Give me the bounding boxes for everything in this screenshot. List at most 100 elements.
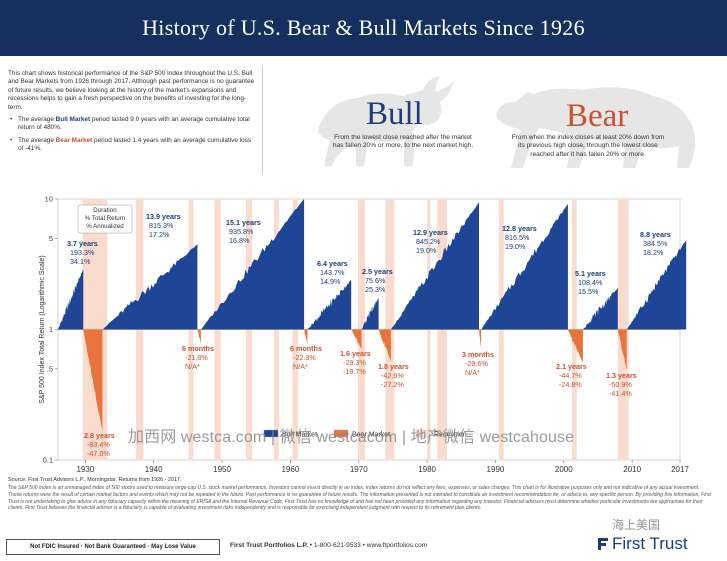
bear-market-area [567,329,583,364]
x-tick-label: 2010 [623,465,641,474]
duration-key-line2: % Total Return [85,215,126,222]
contact-info: • 1-800-621-9533 • www.ftportfolios.com [307,542,428,549]
bear-total-return-label: -21.8% [185,353,208,362]
legend-swatch [333,429,349,438]
bull-definition: From the lowest close reached after the … [332,134,474,150]
bear-duration-label: 6 months [290,344,322,353]
bull-annualized-label: 18.2% [643,248,664,257]
bear-total-return-label: -22.3% [293,353,316,362]
bear-duration-label: 2.1 years [556,362,587,371]
bear-duration-label: 2.8 years [84,431,115,440]
bull-duration-label: 2.5 years [362,267,393,276]
bull-market-area [102,244,198,330]
duration-key-box [77,204,133,234]
bear-market-area [197,329,201,344]
bull-duration-label: 5.1 years [575,269,606,278]
disclosure-badge: Not FDIC Insured · Not Bank Guaranteed ·… [6,539,220,555]
bull-total-return-label: 815.3% [149,221,174,230]
bull-heading: Bull [366,96,423,132]
bull-market-area [582,288,618,330]
bullet-bear: The average Bear Market period lasted 1.… [8,137,258,154]
contact-line: First Trust Portfolios L.P. • 1-800-621-… [230,542,427,549]
bull-annualized-label: 19.0% [505,242,526,251]
bear-total-return-label: -44.7% [559,371,582,380]
bear-duration-label: 1.3 years [606,371,637,380]
title-banner: History of U.S. Bear & Bull Markets Sinc… [0,0,727,56]
bear-market-area [83,329,103,432]
bull-market-term: Bull Market [55,116,91,124]
bull-duration-label: 8.8 years [640,230,671,239]
intro-text: This chart shows historical performance … [8,70,258,158]
bear-annualized-label: -24.8% [559,380,582,389]
x-tick-label: 1990 [487,465,505,474]
bull-silhouette-icon [318,76,454,166]
bull-total-return-label: 845.2% [416,237,441,246]
bear-market-area [304,329,308,344]
x-tick-label: 1980 [418,465,436,474]
watermark-text: 加西网 westca.com | 微信 westcacom | 地产微信 wes… [128,429,575,446]
bear-market-area [479,329,482,350]
bull-total-return-label: 75.6% [365,276,386,285]
bear-annualized-label: -47.0% [87,449,110,458]
x-tick-label: 1940 [145,465,163,474]
first-trust-logo: First Trust [612,534,688,553]
x-tick-label: 1930 [76,465,94,474]
bear-annualized-label: -27.2% [381,380,404,389]
bear-market-term: Bear Market [55,136,93,144]
legend-swatch [263,429,279,438]
bear-total-return-label: -29.3% [343,358,366,367]
y-tick-label: 5 [49,234,53,243]
bull-total-return-label: 935.8% [229,227,254,236]
bear-duration-label: 1.6 years [340,349,371,358]
bull-market-area [58,269,84,330]
x-tick-label: 1960 [281,465,299,474]
legend-label: Bull Market [282,432,317,439]
bull-bear-definitions: Bull Bear From the lowest close reached … [268,62,720,182]
bull-annualized-label: 19.0% [416,246,437,255]
bull-total-return-label: 816.5% [505,233,530,242]
company-name: First Trust Portfolios L.P. [230,542,308,549]
bear-market-area [378,329,391,361]
bear-annualized-label: -19.7% [343,367,366,376]
legend-label: Bear Market [352,432,390,439]
bear-duration-label: 1.8 years [378,362,409,371]
bull-market-area [200,199,305,330]
bull-annualized-label: 34.1% [70,257,91,266]
bull-market-area [626,240,687,330]
x-tick-label: 2017 [671,465,689,474]
bear-annualized-label: N/A* [465,368,480,377]
legend-swatch [415,429,431,438]
bull-market-area [307,279,352,330]
x-tick-label: 1950 [213,465,231,474]
y-tick-label: .5 [47,364,53,373]
bull-total-return-label: 193.3% [70,248,95,257]
intro-bullets: The average Bull Market period lasted 9.… [8,116,258,154]
bullet-bull: The average Bull Market period lasted 9.… [8,116,258,133]
bull-total-return-label: 143.7% [320,268,345,277]
section-divider [262,66,263,174]
bear-market-area [351,329,362,350]
bull-duration-label: 13.9 years [146,212,181,221]
bull-duration-label: 6.4 years [317,259,348,268]
y-tick-label: 1 [49,325,53,334]
x-tick-label: 1970 [350,465,368,474]
duration-key-line3: % Annualized [86,223,124,230]
disclaimer-text: The S&P 500 Index is an unmanaged index … [8,485,711,512]
bull-annualized-label: 14.9% [320,277,341,286]
bear-definition: From when the index closes at least 20% … [511,134,665,158]
bull-market-area [361,297,379,330]
bear-duration-label: 6 months [182,344,214,353]
bull-annualized-label: 25.3% [365,285,386,294]
bear-heading: Bear [566,98,629,134]
bull-duration-label: 12.9 years [413,228,448,237]
bull-annualized-label: 16.8% [229,236,250,245]
x-tick-label: 2000 [555,465,573,474]
market-history-chart: 10 5 1 .5 0.1 S&P 500 Index Total Return (Log… [39,195,689,475]
intro-paragraph: This chart shows historical performance … [8,70,255,111]
bull-annualized-label: 17.2% [149,230,170,239]
bear-total-return-label: -83.4% [87,440,110,449]
bear-market-area [617,329,627,370]
first-trust-logo-icon [598,538,608,550]
bull-duration-label: 15.1 years [226,218,261,227]
bull-market-area [390,202,479,330]
